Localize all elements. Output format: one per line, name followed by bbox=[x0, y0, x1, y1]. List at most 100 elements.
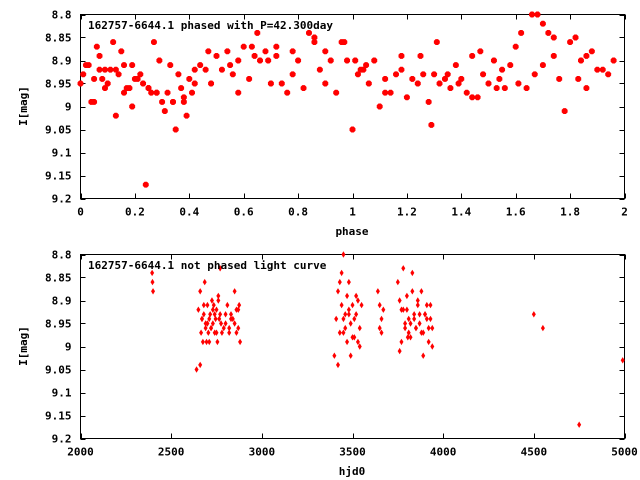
bottom-chart-title: 162757-6644.1 not phased light curve bbox=[88, 259, 327, 272]
data-point bbox=[77, 80, 84, 87]
data-point bbox=[112, 112, 119, 119]
data-point bbox=[208, 80, 215, 87]
data-point bbox=[112, 66, 119, 73]
y-tick-label: 9.05 bbox=[45, 124, 72, 137]
y-tick-label: 8.8 bbox=[52, 249, 72, 262]
data-point bbox=[289, 48, 296, 55]
data-point bbox=[85, 62, 92, 69]
top-data-points bbox=[77, 11, 617, 188]
data-point bbox=[501, 85, 508, 92]
bottom-data-points bbox=[150, 251, 625, 428]
data-point bbox=[419, 329, 424, 336]
data-point bbox=[262, 48, 269, 55]
data-point bbox=[332, 352, 337, 359]
data-point bbox=[397, 297, 402, 304]
data-point bbox=[477, 48, 484, 55]
data-point bbox=[216, 292, 221, 300]
data-point bbox=[206, 329, 211, 336]
data-point bbox=[229, 311, 234, 318]
data-point bbox=[175, 71, 182, 78]
data-point bbox=[102, 85, 108, 92]
data-point bbox=[201, 311, 206, 318]
data-point bbox=[399, 306, 404, 313]
data-point bbox=[224, 48, 231, 55]
data-point bbox=[458, 75, 465, 82]
data-point bbox=[145, 85, 152, 92]
data-point bbox=[399, 338, 404, 346]
data-point bbox=[107, 66, 114, 73]
data-point bbox=[96, 52, 103, 59]
x-tick-label: 2 bbox=[621, 206, 628, 219]
data-point bbox=[311, 34, 318, 41]
data-point bbox=[531, 311, 536, 318]
data-point bbox=[257, 57, 263, 64]
data-point bbox=[379, 329, 384, 336]
data-point bbox=[93, 43, 100, 50]
data-point bbox=[404, 306, 409, 313]
data-point bbox=[540, 324, 545, 332]
x-tick-label: 1.8 bbox=[560, 206, 580, 219]
data-point bbox=[91, 98, 98, 105]
data-point bbox=[278, 80, 285, 87]
data-point bbox=[156, 57, 163, 64]
data-point bbox=[359, 301, 364, 309]
data-point bbox=[417, 320, 422, 327]
y-tick-label: 9 bbox=[65, 101, 72, 114]
data-point bbox=[99, 75, 106, 82]
data-point bbox=[534, 11, 541, 18]
data-point bbox=[474, 94, 481, 101]
data-point bbox=[238, 338, 243, 346]
data-point bbox=[375, 288, 380, 295]
data-point bbox=[455, 80, 462, 87]
data-point bbox=[199, 329, 204, 336]
data-point bbox=[91, 75, 98, 82]
data-point bbox=[150, 39, 157, 46]
data-point bbox=[172, 126, 179, 133]
data-point bbox=[284, 89, 291, 96]
data-point bbox=[203, 324, 208, 332]
data-point bbox=[221, 324, 226, 332]
data-point bbox=[496, 75, 503, 82]
data-point bbox=[248, 43, 255, 50]
data-point bbox=[198, 361, 203, 369]
data-point bbox=[218, 66, 225, 73]
data-point bbox=[363, 62, 370, 69]
data-point bbox=[232, 320, 237, 327]
data-point bbox=[395, 278, 400, 286]
data-point bbox=[191, 66, 198, 73]
data-point bbox=[428, 315, 433, 323]
data-point bbox=[377, 301, 382, 309]
data-point bbox=[515, 80, 522, 87]
x-tick-label: 0.8 bbox=[288, 206, 308, 219]
bottom-plot-frame bbox=[80, 254, 625, 439]
x-tick-label: 3000 bbox=[249, 446, 276, 459]
data-point bbox=[382, 89, 389, 96]
bottom-x-axis-label: hjd0 bbox=[339, 465, 366, 478]
data-point bbox=[550, 52, 557, 59]
y-tick-label: 9.1 bbox=[52, 147, 72, 160]
data-point bbox=[219, 329, 224, 336]
data-point bbox=[121, 62, 127, 69]
data-point bbox=[102, 66, 108, 73]
data-point bbox=[588, 48, 595, 55]
data-point bbox=[346, 278, 351, 286]
y-tick-label: 9.2 bbox=[52, 433, 72, 446]
data-point bbox=[295, 57, 302, 64]
data-point bbox=[424, 315, 429, 323]
data-point bbox=[408, 334, 413, 341]
data-point bbox=[480, 71, 487, 78]
data-point bbox=[344, 57, 351, 64]
data-point bbox=[350, 301, 355, 309]
data-point bbox=[357, 324, 362, 332]
data-point bbox=[316, 66, 323, 73]
data-point bbox=[469, 94, 476, 101]
data-point bbox=[415, 301, 420, 309]
data-point bbox=[408, 320, 413, 327]
data-point bbox=[413, 324, 418, 332]
x-tick-label: 1.4 bbox=[451, 206, 471, 219]
data-point bbox=[430, 343, 435, 350]
data-point bbox=[410, 288, 415, 295]
bottom-y-axis-label: I[mag] bbox=[17, 326, 30, 366]
data-point bbox=[424, 301, 429, 309]
